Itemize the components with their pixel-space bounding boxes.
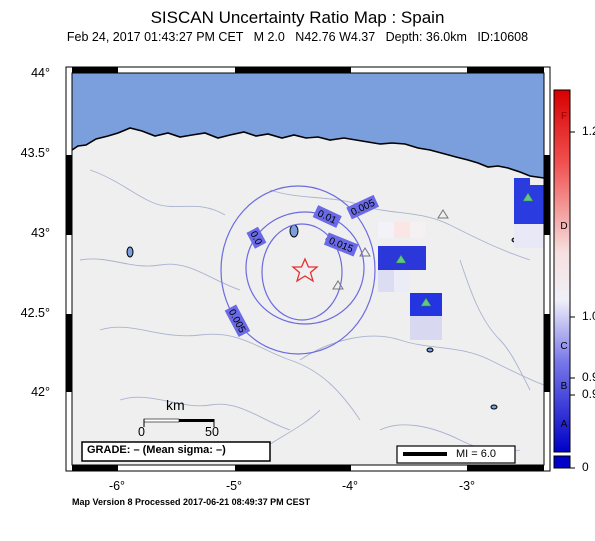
grade-letter: C <box>560 341 568 352</box>
regional-borders <box>79 169 545 461</box>
mi-legend-box <box>396 445 516 464</box>
grade-box <box>81 441 271 462</box>
mi-legend-text: MI = 6.0 <box>456 448 497 460</box>
grade-letter: A <box>560 419 568 430</box>
grade-letter: D <box>560 221 568 232</box>
lon-tick: -5° <box>225 479 243 493</box>
lat-tick: 42.5° <box>20 306 50 320</box>
lat-tick: 42° <box>31 385 50 399</box>
contour-label-box <box>323 232 359 257</box>
colorbar-tick: 0.9 <box>582 387 595 401</box>
lat-tick: 43.5° <box>20 146 50 160</box>
map-title: SISCAN Uncertainty Ratio Map : Spain <box>150 8 445 27</box>
scale-bar-title: km <box>166 397 185 413</box>
stations <box>332 192 534 307</box>
contour-label-box <box>312 205 342 228</box>
grade-letter: F <box>560 111 568 122</box>
sea-area <box>72 73 544 178</box>
scale-bar-max: 50 <box>205 425 219 439</box>
grade-text: GRADE: – (Mean sigma: –) <box>87 444 226 456</box>
scale-bar-min: 0 <box>138 425 145 439</box>
colorbar-tick: 1.2 <box>582 124 595 138</box>
contour-label-box <box>224 304 251 338</box>
lat-tick: 43° <box>31 226 50 240</box>
lon-tick: -6° <box>108 479 126 493</box>
colorbar-tick: 0 <box>582 460 589 474</box>
scale-bar <box>143 418 215 427</box>
epicenter-star-icon <box>291 257 319 283</box>
colorbar-tick: 1.0 <box>582 309 595 323</box>
contour-label-box <box>346 194 380 220</box>
map-frame <box>65 66 551 472</box>
uncertainty-contours <box>220 185 376 355</box>
grade-letter: B <box>560 381 568 392</box>
mi-legend-line <box>403 452 447 456</box>
coastline <box>71 127 545 179</box>
footer-version: Map Version 8 Processed 2017-06-21 08:49… <box>72 497 311 507</box>
contour-label-box <box>246 226 267 249</box>
lon-tick: -3° <box>458 479 476 493</box>
lat-tick: 44° <box>31 66 50 80</box>
lon-tick: -4° <box>341 479 359 493</box>
event-summary: Feb 24, 2017 01:43:27 PM CET M 2.0 N42.7… <box>66 30 529 44</box>
colorbar <box>553 89 575 469</box>
colorbar-tick: 0.9 <box>582 370 595 384</box>
